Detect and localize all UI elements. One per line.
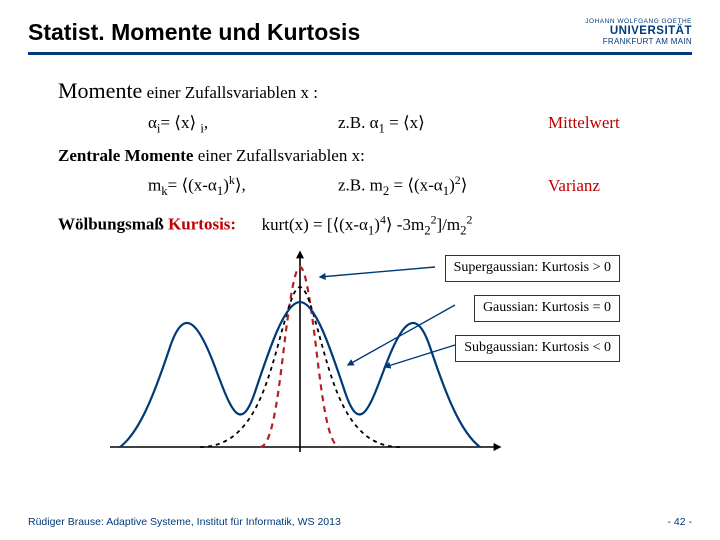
logo-line-main: UNIVERSITÄT [585, 25, 692, 37]
logo-line-top: JOHANN WOLFGANG GOETHE [585, 18, 692, 25]
mk-def: mk= ⟨(x-α1)k⟩, [148, 172, 338, 201]
callout-subgaussian: Subgaussian: Kurtosis < 0 [455, 335, 620, 361]
footer-left: Rüdiger Brause: Adaptive Systeme, Instit… [28, 516, 341, 528]
arrow-sub [385, 345, 455, 367]
momente-word: Momente [58, 78, 142, 103]
kurtosis-red: Kurtosis: [168, 215, 236, 234]
slide-title: Statist. Momente und Kurtosis [28, 19, 360, 46]
momente-heading: Momente einer Zufallsvariablen x : [58, 75, 662, 107]
zentrale-heading: Zentrale Momente einer Zufallsvariablen … [58, 144, 662, 169]
alpha-def: αi= ⟨x⟩ i, [148, 111, 338, 138]
mk-row: mk= ⟨(x-α1)k⟩, z.B. m2 = ⟨(x-α1)2⟩ Varia… [58, 172, 662, 201]
alpha-zb: z.B. α1 = ⟨x⟩ [338, 111, 548, 138]
momente-rest: einer Zufallsvariablen x : [142, 83, 318, 102]
callout-supergaussian: Supergaussian: Kurtosis > 0 [445, 255, 620, 281]
kurtosis-row: Wölbungsmaß Kurtosis: kurt(x) = [⟨(x-α1)… [58, 211, 662, 240]
footer: Rüdiger Brause: Adaptive Systeme, Instit… [28, 516, 692, 528]
alpha-row: αi= ⟨x⟩ i, z.B. α1 = ⟨x⟩ Mittelwert [58, 111, 662, 138]
footer-page: - 42 - [667, 516, 692, 528]
kurtosis-formula: kurt(x) = [⟨(x-α1)4⟩ -3m22]/m22 [262, 215, 473, 234]
varianz-label: Varianz [548, 174, 600, 199]
kurtosis-bold: Wölbungsmaß [58, 215, 168, 234]
arrow-gauss [348, 305, 455, 365]
mk-zb: z.B. m2 = ⟨(x-α1)2⟩ [338, 172, 548, 201]
logo-line-sub: FRANKFURT AM MAIN [585, 37, 692, 46]
content-area: Momente einer Zufallsvariablen x : αi= ⟨… [28, 75, 692, 457]
arrow-super [320, 267, 435, 277]
zentrale-bold: Zentrale Momente [58, 146, 193, 165]
callout-gaussian: Gaussian: Kurtosis = 0 [474, 295, 620, 321]
kurtosis-chart: Supergaussian: Kurtosis > 0 Gaussian: Ku… [100, 247, 620, 457]
mittelwert-label: Mittelwert [548, 111, 620, 136]
university-logo: JOHANN WOLFGANG GOETHE UNIVERSITÄT FRANK… [585, 18, 692, 46]
slide-header: Statist. Momente und Kurtosis JOHANN WOL… [28, 18, 692, 46]
header-rule [28, 52, 692, 55]
